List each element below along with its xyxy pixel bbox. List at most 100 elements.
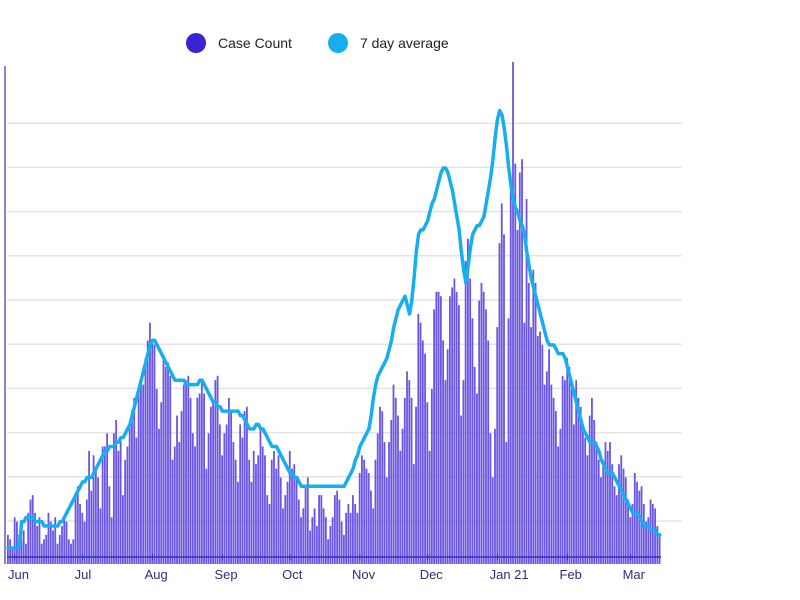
case-count-bar[interactable]: [40, 543, 43, 564]
case-count-bar[interactable]: [284, 495, 287, 564]
case-count-bar[interactable]: [347, 503, 350, 564]
case-count-bar[interactable]: [534, 282, 537, 564]
case-count-bar[interactable]: [313, 508, 316, 564]
case-count-bar[interactable]: [169, 375, 172, 564]
case-count-bar[interactable]: [137, 389, 140, 564]
case-count-bar[interactable]: [110, 517, 113, 564]
case-count-bar[interactable]: [155, 389, 158, 564]
case-count-bar[interactable]: [367, 473, 370, 564]
case-count-bar[interactable]: [144, 358, 147, 564]
case-count-bar[interactable]: [372, 508, 375, 564]
case-count-bar[interactable]: [568, 366, 571, 564]
case-count-bar[interactable]: [322, 508, 325, 564]
case-count-bar[interactable]: [494, 428, 496, 564]
case-count-bar[interactable]: [442, 340, 445, 564]
case-count-bar[interactable]: [591, 397, 593, 564]
case-count-bar[interactable]: [223, 433, 226, 564]
case-count-bar[interactable]: [374, 459, 377, 564]
case-count-bar[interactable]: [237, 481, 239, 564]
case-count-bar[interactable]: [403, 397, 406, 564]
case-count-bar[interactable]: [38, 517, 41, 564]
case-count-bar[interactable]: [448, 296, 451, 564]
case-count-bar[interactable]: [191, 433, 194, 564]
case-count-bar[interactable]: [49, 521, 52, 564]
case-count-bar[interactable]: [279, 477, 282, 564]
case-count-bar[interactable]: [496, 327, 499, 564]
case-count-bar[interactable]: [117, 450, 120, 564]
case-count-bar[interactable]: [478, 300, 481, 564]
case-count-bar[interactable]: [250, 481, 253, 564]
case-count-bar[interactable]: [548, 349, 550, 564]
case-count-bar[interactable]: [410, 397, 413, 564]
case-count-bar[interactable]: [257, 455, 260, 564]
case-count-bar[interactable]: [182, 384, 185, 564]
case-count-bar[interactable]: [94, 468, 97, 564]
case-count-bar[interactable]: [297, 499, 300, 564]
case-count-bar[interactable]: [573, 424, 575, 564]
case-count-bar[interactable]: [577, 397, 580, 564]
case-count-bar[interactable]: [500, 203, 503, 564]
case-count-bar[interactable]: [72, 539, 75, 564]
case-count-bar[interactable]: [300, 517, 302, 564]
case-count-bar[interactable]: [399, 450, 402, 564]
case-count-bar[interactable]: [282, 508, 284, 564]
case-count-bar[interactable]: [415, 406, 417, 564]
case-count-bar[interactable]: [507, 318, 510, 564]
case-count-bar[interactable]: [16, 521, 18, 564]
case-count-bar[interactable]: [654, 508, 656, 564]
case-count-bar[interactable]: [602, 459, 605, 564]
case-count-bar[interactable]: [324, 517, 327, 564]
case-count-bar[interactable]: [203, 393, 205, 564]
case-count-bar[interactable]: [63, 517, 66, 564]
case-count-bar[interactable]: [252, 450, 255, 564]
case-count-bar[interactable]: [609, 442, 611, 564]
case-count-bar[interactable]: [295, 477, 298, 564]
case-count-bar[interactable]: [97, 477, 99, 564]
case-count-bar[interactable]: [480, 282, 483, 564]
case-count-bar[interactable]: [108, 486, 111, 564]
case-count-bar[interactable]: [532, 269, 535, 564]
case-count-bar[interactable]: [462, 380, 465, 564]
case-count-bar[interactable]: [627, 499, 629, 564]
case-count-bar[interactable]: [545, 371, 548, 564]
case-count-bar[interactable]: [22, 530, 25, 564]
case-count-bar[interactable]: [194, 446, 196, 565]
case-count-bar[interactable]: [651, 503, 654, 564]
case-count-bar[interactable]: [638, 490, 641, 564]
case-count-bar[interactable]: [489, 433, 492, 564]
case-count-bar[interactable]: [615, 495, 618, 564]
case-count-bar[interactable]: [173, 446, 176, 565]
case-count-bar[interactable]: [588, 415, 591, 564]
case-count-bar[interactable]: [164, 366, 167, 564]
case-count-bar[interactable]: [613, 486, 616, 564]
case-count-bar[interactable]: [620, 455, 623, 564]
case-count-bar[interactable]: [618, 464, 620, 564]
case-count-bar[interactable]: [248, 459, 251, 564]
case-count-bar[interactable]: [153, 344, 156, 564]
case-count-bar[interactable]: [277, 455, 280, 564]
case-count-bar[interactable]: [65, 521, 68, 564]
case-count-bar[interactable]: [536, 336, 539, 564]
case-count-bar[interactable]: [227, 397, 230, 564]
case-count-bar[interactable]: [624, 477, 627, 564]
case-count-bar[interactable]: [426, 402, 429, 564]
case-count-bar[interactable]: [642, 503, 645, 564]
case-count-bar[interactable]: [430, 389, 433, 564]
case-count-bar[interactable]: [261, 446, 264, 565]
case-count-bar[interactable]: [333, 495, 336, 564]
case-count-bar[interactable]: [354, 503, 357, 564]
case-count-bar[interactable]: [383, 442, 386, 564]
case-count-bar[interactable]: [636, 481, 638, 564]
case-count-bar[interactable]: [218, 424, 221, 564]
case-count-bar[interactable]: [311, 517, 314, 564]
case-count-bar[interactable]: [56, 543, 59, 564]
case-count-bar[interactable]: [329, 526, 332, 564]
case-count-bar[interactable]: [185, 380, 187, 564]
case-count-bar[interactable]: [259, 428, 262, 564]
case-count-bar[interactable]: [196, 397, 199, 564]
case-count-bar[interactable]: [162, 358, 165, 564]
case-count-bar[interactable]: [557, 446, 560, 565]
case-count-bar[interactable]: [388, 442, 390, 564]
case-count-bar[interactable]: [525, 198, 528, 565]
case-count-bar[interactable]: [115, 419, 118, 564]
